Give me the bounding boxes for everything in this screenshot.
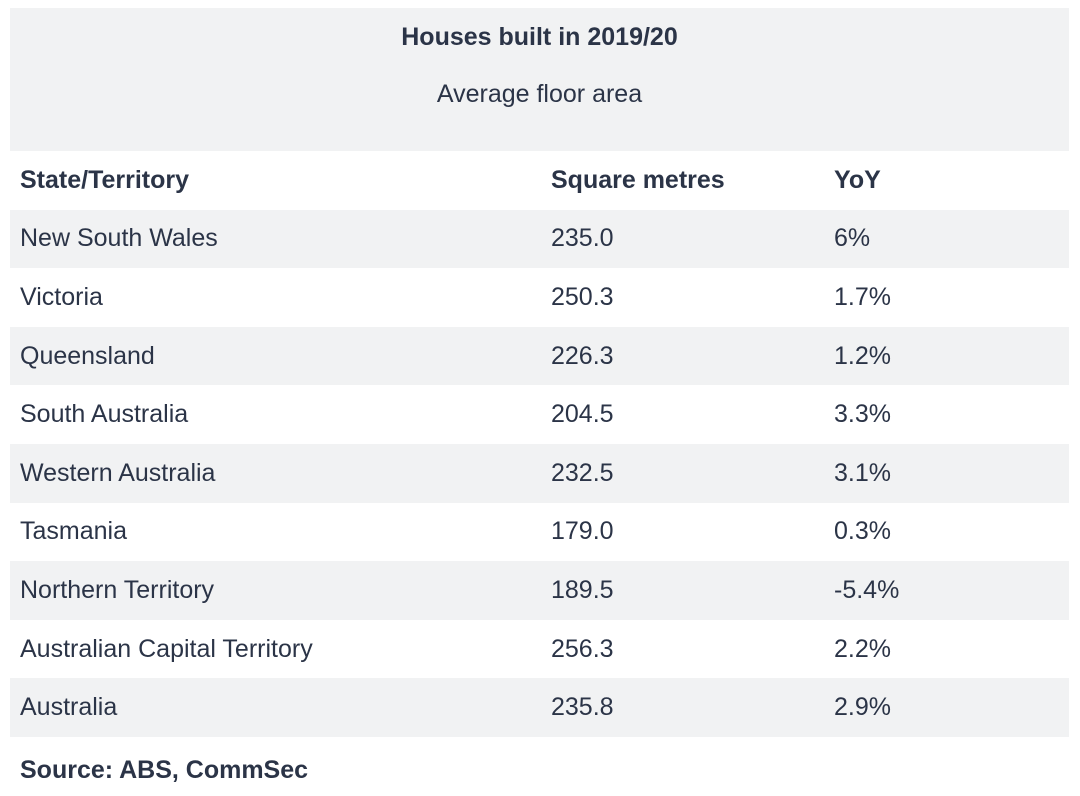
- cell-state: Queensland: [20, 341, 155, 370]
- cell-yoy: 3.3%: [834, 400, 891, 429]
- cell-yoy: 1.2%: [834, 341, 891, 370]
- table-row: New South Wales 235.0 6%: [10, 209, 1069, 269]
- cell-state: Northern Territory: [20, 575, 215, 604]
- cell-square-metres: 232.5: [551, 458, 614, 487]
- cell-yoy: 3.1%: [834, 458, 891, 487]
- cell-state: Victoria: [20, 282, 103, 311]
- table-title: Houses built in 2019/20: [401, 23, 678, 51]
- header-yoy: YoY: [834, 165, 881, 194]
- cell-state: New South Wales: [20, 224, 218, 253]
- cell-yoy: 2.9%: [834, 693, 891, 722]
- header-square-metres: Square metres: [551, 165, 725, 194]
- table-subtitle: Average floor area: [436, 80, 643, 108]
- table-row: Victoria 250.3 1.7%: [10, 268, 1069, 327]
- table-header-row: State/Territory Square metres YoY: [10, 151, 1069, 210]
- table-row: Northern Territory 189.5 -5.4%: [10, 561, 1069, 620]
- table-row: South Australia 204.5 3.3%: [10, 385, 1069, 444]
- cell-square-metres: 204.5: [551, 400, 614, 429]
- cell-yoy: -5.4%: [834, 575, 900, 604]
- cell-yoy: 6%: [834, 224, 871, 253]
- cell-square-metres: 250.3: [551, 282, 614, 311]
- cell-square-metres: 179.0: [551, 517, 614, 546]
- cell-yoy: 2.2%: [834, 634, 891, 663]
- table-row: Australia 235.8 2.9%: [10, 678, 1069, 737]
- table-row: Queensland 226.3 1.2%: [10, 326, 1069, 386]
- table-row: Tasmania 179.0 0.3%: [10, 503, 1069, 562]
- cell-square-metres: 235.0: [551, 224, 614, 253]
- data-table: Houses built in 2019/20 Average floor ar…: [10, 8, 1069, 737]
- cell-square-metres: 189.5: [551, 575, 614, 604]
- source-note: Source: ABS, CommSec: [20, 756, 309, 784]
- cell-square-metres: 235.8: [551, 693, 614, 722]
- cell-square-metres: 256.3: [551, 634, 614, 663]
- table-row: Australian Capital Territory 256.3 2.2%: [10, 620, 1069, 679]
- cell-state: South Australia: [20, 400, 189, 429]
- cell-state: Australia: [20, 693, 118, 722]
- cell-state: Australian Capital Territory: [20, 634, 313, 663]
- table-title-block: Houses built in 2019/20 Average floor ar…: [10, 8, 1069, 151]
- cell-square-metres: 226.3: [551, 341, 614, 370]
- cell-yoy: 1.7%: [834, 282, 891, 311]
- cell-state: Western Australia: [20, 458, 216, 487]
- header-state: State/Territory: [20, 165, 190, 194]
- cell-state: Tasmania: [20, 517, 127, 546]
- cell-yoy: 0.3%: [834, 517, 891, 546]
- table-row: Western Australia 232.5 3.1%: [10, 443, 1069, 503]
